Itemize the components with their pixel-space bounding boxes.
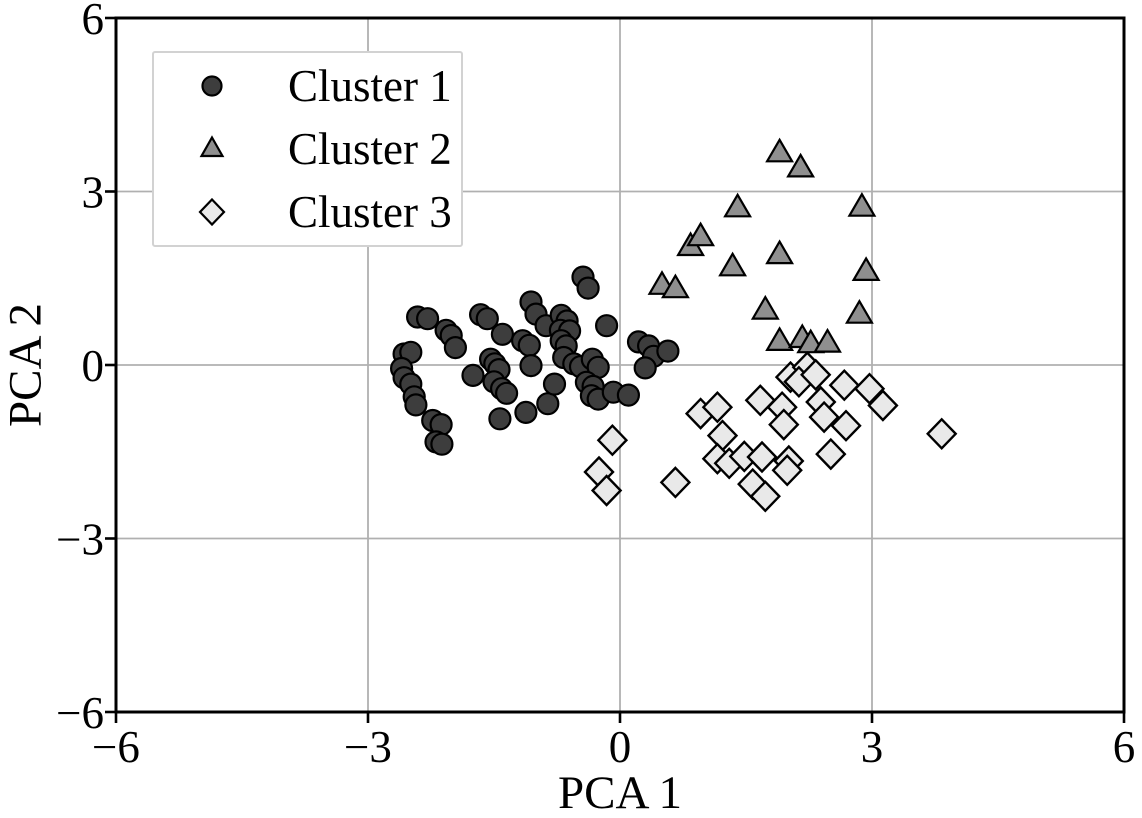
legend-label-cluster-3: Cluster 3: [288, 186, 452, 237]
scatter-point-cluster-1: [430, 432, 454, 456]
y-tick-label: −6: [56, 688, 104, 738]
scatter-point-cluster-3: [596, 423, 629, 457]
diamond-glyph: [198, 197, 226, 227]
scatter-point-cluster-1: [416, 307, 440, 331]
scatter-point-cluster-1: [576, 276, 600, 300]
scatter-point-cluster-2: [851, 256, 881, 281]
circle-glyph: [201, 75, 223, 97]
scatter-point-cluster-1: [616, 383, 641, 407]
scatter-point-cluster-1: [517, 333, 541, 357]
y-axis-label: PCA 2: [0, 302, 52, 428]
scatter-point-cluster-3: [590, 474, 623, 507]
scatter-point-cluster-3: [701, 390, 734, 424]
scatter-point-cluster-1: [490, 322, 514, 346]
x-axis-label: PCA 1: [557, 767, 683, 818]
legend: Cluster 1 Cluster 2 Cluster 3: [152, 51, 463, 247]
scatter-point-cluster-2: [813, 327, 842, 353]
scatter-point-cluster-1: [475, 307, 499, 331]
scatter-point-cluster-3: [659, 466, 692, 499]
cluster-3-diamond-icon: [198, 197, 226, 227]
scatter-point-cluster-2: [723, 192, 753, 218]
scatter-point-cluster-3: [808, 400, 840, 434]
y-tick-label: 6: [82, 0, 105, 44]
scatter-point-cluster-2: [847, 192, 877, 217]
scatter-point-cluster-3: [706, 419, 739, 452]
scatter-point-cluster-2: [660, 273, 690, 299]
scatter-point-cluster-1: [461, 363, 485, 387]
scatter-point-cluster-1: [656, 339, 680, 363]
scatter-point-cluster-1: [519, 354, 543, 378]
scatter-point-cluster-1: [542, 372, 567, 396]
scatter-point-cluster-2: [765, 326, 795, 351]
scatter-point-cluster-2: [718, 251, 748, 277]
scatter-point-cluster-3: [749, 480, 781, 513]
cluster-2-triangle-icon: [199, 135, 225, 158]
scatter-point-cluster-1: [443, 336, 467, 360]
legend-item-cluster-1: Cluster 1: [154, 56, 461, 116]
x-tick-label: −6: [92, 722, 140, 772]
scatter-point-cluster-1: [404, 393, 428, 417]
scatter-point-cluster-1: [495, 381, 519, 405]
cluster-1-circle-icon: [201, 75, 223, 97]
scatter-point-cluster-3: [800, 358, 832, 392]
scatter-point-cluster-2: [844, 299, 874, 324]
x-tick-label: 6: [1113, 722, 1136, 772]
y-tick-label: −3: [56, 515, 104, 565]
scatter-point-cluster-3: [926, 417, 958, 451]
legend-label-cluster-1: Cluster 1: [288, 60, 452, 111]
y-tick-label: 0: [82, 341, 105, 391]
scatter-point-cluster-2: [765, 137, 795, 163]
scatter-point-cluster-2: [750, 294, 780, 320]
scatter-point-cluster-3: [815, 437, 847, 471]
scatter-point-cluster-3: [867, 389, 899, 422]
scatter-point-cluster-3: [830, 409, 862, 442]
y-tick-label: 3: [82, 168, 105, 218]
scatter-point-cluster-3: [768, 408, 800, 441]
x-tick-label: −3: [344, 722, 392, 772]
legend-label-cluster-2: Cluster 2: [288, 123, 452, 174]
scatter-point-cluster-2: [686, 221, 716, 247]
scatter-point-cluster-3: [771, 454, 803, 487]
legend-item-cluster-3: Cluster 3: [154, 182, 461, 242]
legend-item-cluster-2: Cluster 2: [154, 119, 461, 179]
scatter-point-cluster-1: [633, 356, 657, 380]
scatter-point-cluster-1: [514, 400, 538, 424]
scatter-point-cluster-3: [828, 368, 860, 402]
scatter-point-cluster-1: [594, 314, 619, 338]
scatter-point-cluster-1: [488, 407, 512, 431]
scatter-point-cluster-3: [746, 440, 778, 474]
x-tick-label: 0: [609, 722, 632, 772]
triangle-glyph: [199, 135, 225, 158]
scatter-point-cluster-2: [786, 152, 816, 178]
x-tick-label: 3: [861, 722, 884, 772]
scatter-point-cluster-1: [536, 392, 560, 416]
scatter-point-cluster-2: [765, 239, 795, 265]
